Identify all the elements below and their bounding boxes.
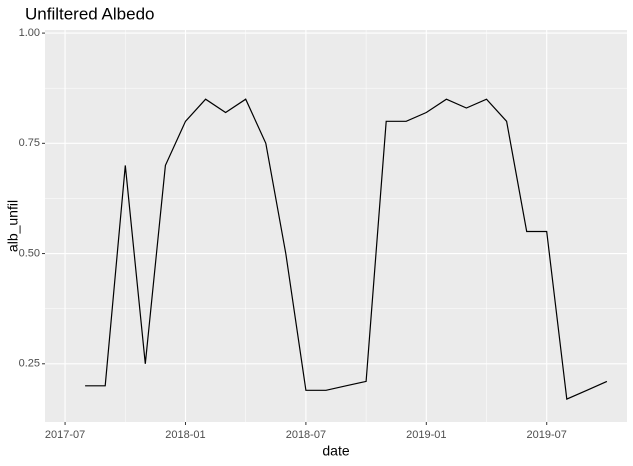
x-axis-title: date xyxy=(322,443,349,459)
x-tick-label: 2018-07 xyxy=(286,429,326,441)
x-tick-label: 2018-01 xyxy=(165,429,205,441)
y-tick-label: 0.75 xyxy=(19,137,40,149)
chart-title: Unfiltered Albedo xyxy=(25,4,154,23)
x-tick-label: 2019-07 xyxy=(527,429,567,441)
data-line xyxy=(85,98,608,400)
y-tick-label: 0.50 xyxy=(19,247,40,259)
x-tick-label: 2019-01 xyxy=(406,429,446,441)
y-axis-title: alb_unfil xyxy=(5,200,21,252)
x-tick-label: 2017-07 xyxy=(45,429,85,441)
y-tick-label: 1.00 xyxy=(19,27,40,39)
y-tick-label: 0.25 xyxy=(19,358,40,370)
plot-panel xyxy=(45,30,627,422)
